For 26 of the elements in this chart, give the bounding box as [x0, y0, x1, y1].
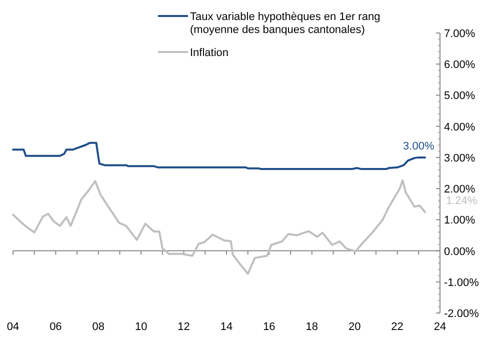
x-tick-label: 12: [178, 321, 190, 333]
annotation: 1.24%: [446, 195, 478, 208]
y-tick-label: 5.00%: [444, 90, 476, 102]
x-tick-label: 22: [391, 321, 404, 333]
y-tick-label: 7.00%: [444, 28, 476, 40]
x-tick-label: 04: [6, 321, 20, 333]
y-tick-label: -2.00%: [444, 308, 480, 320]
y-tick-label: 3.00%: [444, 152, 476, 164]
x-tick-label: 16: [263, 321, 276, 333]
y-tick-label: 6.00%: [444, 59, 476, 72]
line-series: [12, 179, 426, 275]
legend-label: Taux variable hypothèques en 1er rang (moyenne des banques cantonales): [190, 11, 380, 36]
x-tick-label: 08: [92, 321, 105, 333]
annotation: 3.00%: [403, 140, 434, 152]
y-tick-label: -1.00%: [444, 276, 480, 289]
y-tick-label: 4.00%: [444, 121, 476, 134]
y-tick-label: 0.00%: [444, 246, 476, 258]
x-tick-label: 06: [50, 321, 62, 333]
legend-label: Inflation: [190, 47, 229, 59]
x-tick-label: 10: [134, 321, 148, 333]
y-tick-label: 1.00%: [444, 214, 476, 227]
x-tick-label: 24: [434, 321, 446, 333]
x-tick-label: 20: [348, 321, 361, 333]
y-tick-label: 2.00%: [444, 184, 476, 196]
x-tick-label: 14: [220, 321, 233, 333]
x-tick-label: 18: [306, 321, 318, 333]
